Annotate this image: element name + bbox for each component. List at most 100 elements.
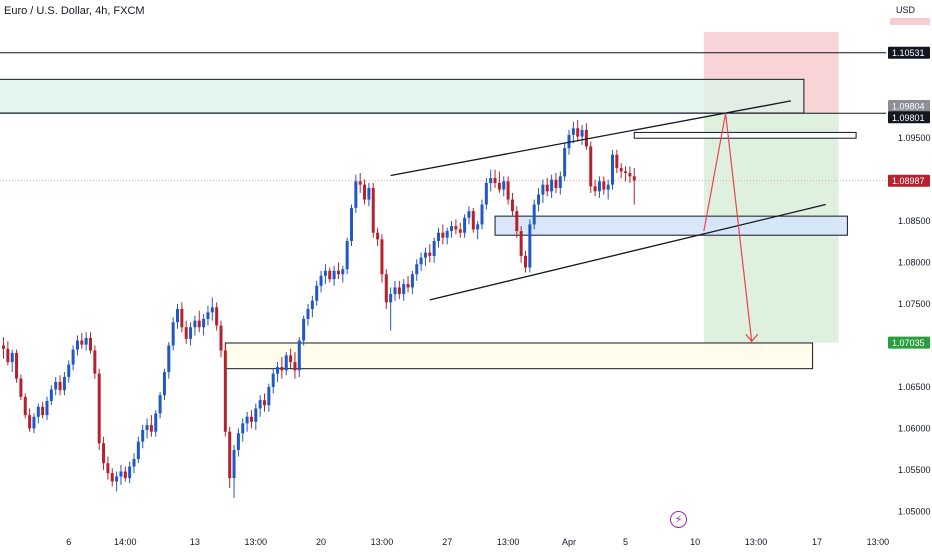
- position-tool[interactable]: [703, 32, 839, 343]
- candle: [102, 443, 106, 464]
- candle: [519, 231, 523, 256]
- candle: [180, 308, 184, 328]
- lower-channel-line: [429, 203, 826, 301]
- projection-layer[interactable]: [703, 113, 759, 343]
- candle: [306, 308, 310, 319]
- candle: [132, 459, 136, 467]
- candle: [410, 274, 414, 288]
- candle: [558, 176, 562, 188]
- candle: [128, 466, 132, 479]
- candle: [467, 211, 471, 218]
- candle: [328, 270, 332, 280]
- candle: [110, 473, 114, 482]
- candle: [524, 255, 527, 268]
- price-label: 1.07035: [892, 338, 925, 348]
- candle: [397, 287, 401, 295]
- candle: [571, 128, 575, 135]
- candle: [584, 129, 588, 147]
- candle: [541, 184, 545, 195]
- currency-marker: [890, 18, 930, 25]
- candle: [345, 241, 349, 270]
- candle: [423, 252, 427, 258]
- candle: [228, 431, 232, 479]
- candle: [28, 415, 32, 429]
- candle: [415, 264, 419, 275]
- candle: [36, 406, 40, 417]
- time-axis-bg: [0, 532, 886, 550]
- price-label-bg: [888, 336, 930, 349]
- candle: [263, 400, 266, 406]
- x-tick-label: 13:00: [245, 537, 268, 547]
- candle: [358, 181, 362, 185]
- candle: [206, 312, 210, 319]
- candle: [615, 154, 619, 169]
- y-tick-label: 1.08000: [898, 258, 931, 268]
- candle: [471, 211, 475, 230]
- candle: [437, 232, 440, 242]
- candle: [380, 239, 384, 275]
- candle: [323, 270, 327, 276]
- candle: [628, 173, 632, 177]
- mid-support-box: [494, 215, 848, 236]
- candle: [493, 178, 497, 183]
- candle: [332, 270, 336, 280]
- horizontal-lines-layer[interactable]: [0, 52, 886, 182]
- candle: [145, 425, 149, 431]
- x-tick-label: 5: [623, 537, 628, 547]
- candle: [624, 171, 628, 174]
- x-tick-label: 13:00: [497, 537, 520, 547]
- candle: [293, 362, 297, 371]
- candle: [232, 449, 236, 479]
- candle: [341, 269, 345, 275]
- candle: [136, 441, 140, 460]
- candle: [215, 307, 219, 326]
- candle: [115, 476, 119, 482]
- price-axis-bg: [886, 0, 932, 550]
- candle: [350, 207, 353, 242]
- x-tick-label: 6: [66, 537, 71, 547]
- trend-lines-layer[interactable]: [390, 100, 826, 301]
- candle: [123, 471, 127, 479]
- candle: [632, 176, 636, 181]
- y-tick-label: 1.06500: [898, 382, 931, 392]
- price-axis[interactable]: USD1.050001.055001.060001.065001.070001.…: [886, 0, 932, 550]
- candle: [93, 350, 97, 374]
- candle: [580, 129, 584, 137]
- candle: [189, 327, 193, 339]
- candle: [319, 275, 323, 286]
- candle: [502, 181, 506, 190]
- time-axis[interactable]: 6 14:00 13 13:00 20 13:00 27 13:00 Apr 5 10 13:00 17…: [0, 532, 889, 550]
- x-tick-label: 17: [812, 537, 822, 547]
- candle: [454, 226, 458, 230]
- candle: [545, 184, 549, 192]
- candle: [171, 322, 175, 346]
- price-label: 1.10531: [892, 48, 925, 58]
- projection-path: [703, 113, 753, 342]
- candle: [267, 386, 271, 406]
- candle: [602, 181, 606, 190]
- candle: [402, 284, 406, 295]
- candle: [619, 168, 623, 172]
- candle: [67, 364, 71, 377]
- candle: [589, 146, 593, 187]
- candle: [89, 338, 92, 351]
- candle: [489, 178, 493, 183]
- symbol-title: Euro / U.S. Dollar, 4h, FXCM: [4, 5, 145, 17]
- candle: [384, 274, 388, 303]
- lightning-icon[interactable]: ⚡: [670, 511, 687, 528]
- candle: [419, 257, 423, 265]
- candle: [367, 187, 371, 200]
- candle: [119, 471, 123, 477]
- candle: [75, 340, 79, 350]
- candle: [297, 340, 301, 371]
- candle: [510, 199, 514, 212]
- candle: [310, 300, 314, 309]
- candle: [445, 231, 449, 238]
- candle: [54, 381, 58, 390]
- candle: [611, 154, 614, 185]
- candle: [184, 327, 188, 339]
- candle: [550, 179, 554, 192]
- candle: [280, 367, 284, 371]
